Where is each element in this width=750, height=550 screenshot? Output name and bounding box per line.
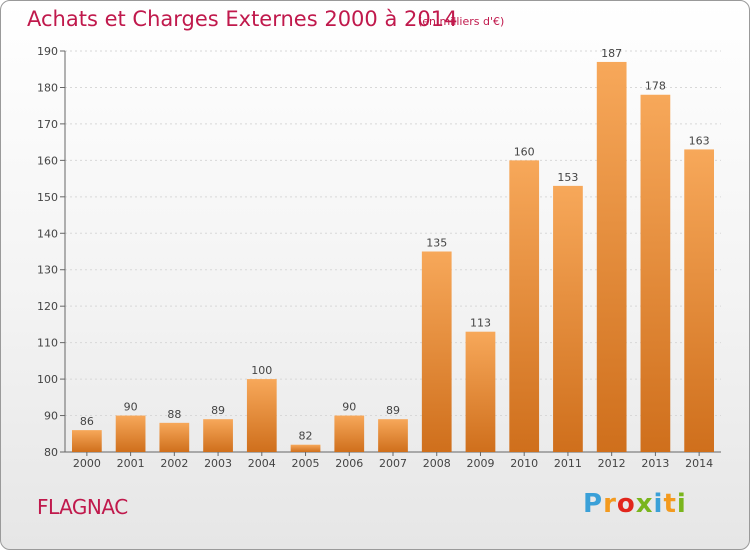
x-tick-label: 2011 <box>554 457 582 470</box>
y-tick-label: 170 <box>37 118 58 131</box>
x-tick-label: 2010 <box>510 457 538 470</box>
bar <box>71 430 102 452</box>
y-tick-label: 160 <box>37 154 58 167</box>
logo-letter: i <box>676 489 687 519</box>
data-label: 187 <box>601 47 622 60</box>
data-label: 89 <box>386 404 400 417</box>
data-label: 178 <box>645 80 666 93</box>
y-tick-label: 110 <box>37 337 58 350</box>
logo-letter: x <box>635 489 654 519</box>
bar <box>596 61 627 452</box>
y-tick-label: 150 <box>37 191 58 204</box>
data-label: 100 <box>251 364 272 377</box>
x-tick-label: 2004 <box>248 457 276 470</box>
data-label: 163 <box>689 134 710 147</box>
bar <box>640 94 671 452</box>
data-label: 160 <box>514 145 535 158</box>
y-tick-label: 190 <box>37 45 58 58</box>
chart-title: Achats et Charges Externes 2000 à 2014 <box>27 7 458 31</box>
bar <box>378 419 408 452</box>
bar <box>465 331 496 452</box>
x-tick-label: 2002 <box>160 457 188 470</box>
x-tick-label: 2006 <box>335 457 363 470</box>
bar <box>203 419 233 452</box>
bar <box>334 415 365 452</box>
x-tick-label: 2001 <box>117 457 145 470</box>
bar <box>684 149 715 452</box>
bar <box>246 379 277 452</box>
bar <box>421 251 452 452</box>
x-tick-label: 2000 <box>73 457 101 470</box>
data-label: 90 <box>124 401 138 414</box>
data-label: 89 <box>211 404 225 417</box>
bar <box>159 422 190 452</box>
y-tick-label: 100 <box>37 373 58 386</box>
y-tick-label: 80 <box>44 446 58 459</box>
x-tick-label: 2014 <box>685 457 713 470</box>
x-tick-label: 2005 <box>292 457 320 470</box>
y-tick-label: 130 <box>37 264 58 277</box>
logo-letter: i <box>653 489 664 519</box>
chart-subtitle: (en milliers d'€) <box>418 15 505 28</box>
logo-letter: r <box>603 489 617 519</box>
y-tick-label: 90 <box>44 410 58 423</box>
data-label: 88 <box>167 408 181 421</box>
data-label: 90 <box>342 401 356 414</box>
logo-letter: o <box>616 489 636 519</box>
bar <box>553 185 583 452</box>
x-tick-label: 2012 <box>598 457 626 470</box>
commune-name: FLAGNAC <box>37 495 128 519</box>
bar <box>290 444 321 452</box>
data-label: 86 <box>80 415 94 428</box>
x-tick-label: 2008 <box>423 457 451 470</box>
data-label: 135 <box>426 237 447 250</box>
data-label: 82 <box>299 430 313 443</box>
logo-letter: t <box>663 489 677 519</box>
logo-letter: P <box>583 489 604 519</box>
bar <box>115 415 146 452</box>
bar <box>509 160 540 452</box>
x-tick-label: 2009 <box>466 457 494 470</box>
x-tick-label: 2003 <box>204 457 232 470</box>
y-tick-label: 120 <box>37 300 58 313</box>
y-tick-label: 180 <box>37 81 58 94</box>
data-label: 113 <box>470 317 491 330</box>
y-tick-label: 140 <box>37 227 58 240</box>
x-tick-label: 2007 <box>379 457 407 470</box>
data-label: 153 <box>557 171 578 184</box>
x-tick-label: 2013 <box>641 457 669 470</box>
proxiti-logo: Proxiti <box>583 489 687 519</box>
